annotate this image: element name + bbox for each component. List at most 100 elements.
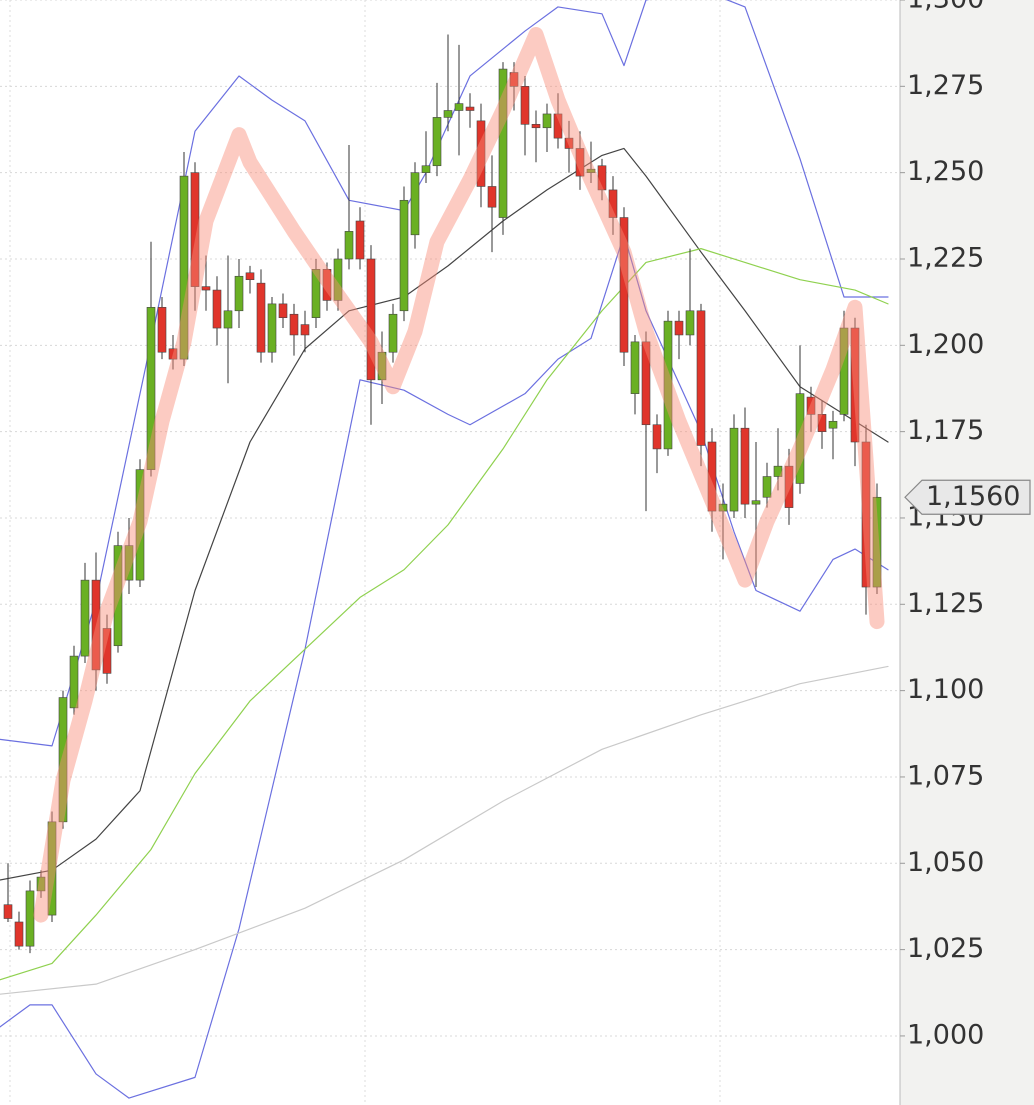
candle-body (256, 282, 266, 353)
candle-body (696, 310, 706, 446)
candle-body (135, 469, 145, 581)
y-tick-label: 1,075 (907, 760, 984, 791)
y-tick-label: 1,025 (907, 933, 984, 964)
candle-body (212, 289, 222, 329)
candle-body (47, 821, 57, 916)
y-tick-label: 1,250 (907, 156, 984, 187)
candle-body (817, 414, 827, 432)
candle-body (443, 110, 453, 118)
indicator-line (0, 147, 889, 881)
y-tick-label: 1,125 (907, 588, 984, 619)
plot (0, 0, 889, 1099)
candle-body (14, 921, 24, 947)
candle-body (245, 272, 255, 281)
candle-body (344, 231, 354, 260)
candle-body (432, 117, 442, 167)
candle-body (278, 303, 288, 318)
candle-body (168, 348, 178, 360)
candle-body (509, 72, 519, 87)
candle-body (190, 172, 200, 287)
candle-body (146, 307, 156, 470)
candle-body (3, 904, 13, 919)
candle-body (861, 441, 871, 588)
candle-body (476, 120, 486, 187)
candle-body (410, 172, 420, 236)
candle-body (113, 545, 123, 647)
candle-body (652, 424, 662, 450)
candle-body (619, 217, 629, 353)
highlight-stroke (33, 27, 885, 923)
y-tick-label: 1,225 (907, 242, 984, 273)
y-tick-label: 1,050 (907, 847, 984, 878)
candle-body (828, 420, 838, 429)
candle-body (223, 310, 233, 329)
candle-body (685, 310, 695, 336)
candle-body (36, 876, 46, 892)
candle-body (498, 68, 508, 218)
candle-body (553, 113, 563, 139)
indicator-line (0, 234, 889, 1099)
candle-body (377, 351, 387, 381)
candle-body (201, 286, 211, 291)
candle-body (608, 189, 618, 218)
candle-body (465, 106, 475, 111)
price-tag-label: 1,1560 (926, 481, 1020, 512)
y-tick-label: 1,200 (907, 329, 984, 360)
candle-body (674, 320, 684, 336)
candle-body (520, 86, 530, 125)
candle-body (487, 186, 497, 208)
candle-body (784, 465, 794, 508)
candle-body (25, 890, 35, 947)
candle-body (289, 313, 299, 336)
candle-body (795, 393, 805, 484)
candle-body (234, 275, 244, 312)
candle-body (806, 396, 816, 415)
candle-body (729, 427, 739, 512)
candle-body (91, 579, 101, 671)
candle-body (124, 545, 134, 581)
price-tag (904, 479, 1031, 515)
candle-body (773, 465, 783, 477)
candle-body (762, 476, 772, 498)
y-tick-label: 1,275 (907, 70, 984, 101)
candle-body (597, 165, 607, 191)
candle-body (641, 341, 651, 426)
candle-body (663, 320, 673, 450)
candle-body (575, 148, 585, 177)
candle-body (872, 496, 882, 588)
candle-body (564, 137, 574, 149)
candle-body (751, 500, 761, 505)
candle-body (542, 113, 552, 129)
candle-body (839, 327, 849, 415)
candle-body (58, 697, 68, 823)
candle-body (311, 269, 321, 318)
candle-body (531, 124, 541, 129)
candle-body (300, 324, 310, 336)
candle-body (102, 628, 112, 674)
grid (0, 0, 900, 1037)
candle-body (179, 175, 189, 360)
candle-body (399, 199, 409, 312)
axis-panel (900, 0, 1034, 1105)
candle-body (740, 427, 750, 505)
candle-body (322, 269, 332, 301)
y-tick-label: 1,300 (907, 0, 984, 15)
candle-body (586, 168, 596, 173)
candle-body (850, 327, 860, 443)
y-tick-label: 1,100 (907, 674, 984, 705)
candle-body (630, 341, 640, 394)
indicator-line (0, 665, 889, 995)
candle-body (388, 313, 398, 353)
candle-body (454, 103, 464, 111)
candle-body (333, 258, 343, 301)
candle-body (157, 307, 167, 353)
candle-body (69, 655, 79, 709)
candle-body (366, 258, 376, 381)
candle-body (718, 503, 728, 512)
candle-body (80, 579, 90, 657)
candle-body (267, 303, 277, 353)
candle-body (421, 165, 431, 173)
candle-body (707, 441, 717, 512)
